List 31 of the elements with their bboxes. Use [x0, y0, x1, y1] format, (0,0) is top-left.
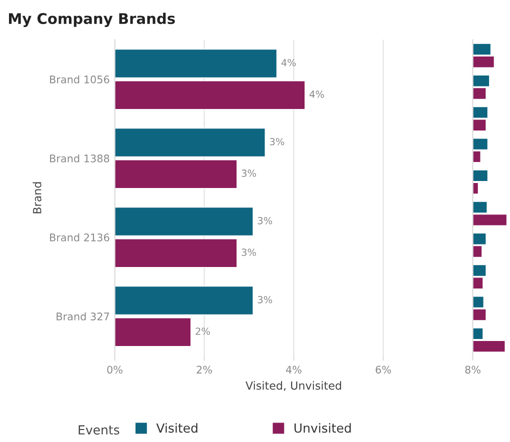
- legend-label: Unvisited: [294, 423, 351, 433]
- y-axis-title: Brand: [32, 182, 42, 214]
- x-tick-label: 2%: [196, 366, 212, 374]
- data-label: 2%: [196, 328, 210, 335]
- bar: [114, 286, 254, 316]
- bar: [114, 206, 254, 236]
- x-tick-label: 6%: [376, 366, 391, 374]
- x-tick-label: 8%: [465, 366, 480, 374]
- data-label: 3%: [258, 296, 272, 304]
- bar: [114, 238, 238, 268]
- x-tick-label: 0%: [107, 366, 122, 374]
- y-tick-label: Brand 1388: [50, 154, 110, 162]
- data-label: 4%: [310, 90, 324, 98]
- bar: [114, 48, 278, 78]
- x-tick-label: 4%: [286, 366, 302, 374]
- bar: [114, 80, 306, 110]
- y-tick-label: Brand 327: [56, 312, 109, 320]
- data-label: 3%: [242, 248, 256, 256]
- y-tick-label: Brand 2136: [50, 233, 110, 242]
- bar: [114, 128, 266, 158]
- y-tick-label: Brand 1056: [50, 75, 110, 84]
- bar: [114, 318, 192, 347]
- data-label: 4%: [281, 58, 296, 66]
- bar: [114, 160, 238, 189]
- data-label: 3%: [258, 216, 272, 224]
- x-axis-title: Visited, Unvisited: [246, 381, 342, 391]
- data-label: 3%: [270, 138, 284, 146]
- data-label: 3%: [242, 170, 256, 177]
- legend-title: Events: [78, 425, 120, 435]
- legend-label: Visited: [156, 423, 198, 433]
- chart-title: My Company Brands: [8, 12, 175, 28]
